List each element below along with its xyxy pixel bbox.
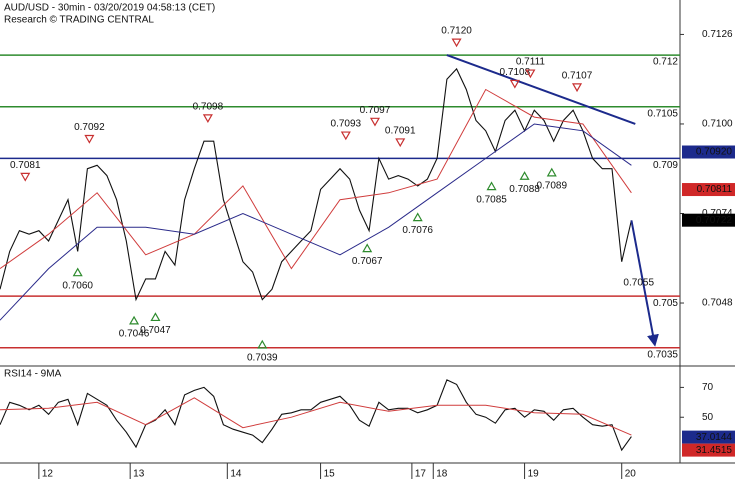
price-box-label: 0.70920 bbox=[696, 147, 733, 158]
high-label: 0.7107 bbox=[562, 70, 593, 81]
x-tick-label: 14 bbox=[230, 469, 242, 480]
resistance-marker bbox=[20, 172, 31, 182]
resistance-marker bbox=[571, 83, 583, 93]
low-label: 0.7067 bbox=[352, 256, 383, 267]
price-box bbox=[682, 443, 735, 457]
low-label: 0.7046 bbox=[119, 329, 150, 340]
low-label: 0.7088 bbox=[509, 184, 540, 195]
resistance-marker bbox=[509, 79, 520, 89]
resistance-marker bbox=[395, 138, 406, 148]
support-marker bbox=[486, 181, 497, 191]
price-box-label: 0.70811 bbox=[697, 184, 733, 195]
x-tick-label: 20 bbox=[625, 469, 637, 480]
high-label: 0.7091 bbox=[385, 126, 416, 137]
high-label: 0.7108 bbox=[500, 67, 531, 78]
series-line bbox=[0, 379, 632, 452]
price-box bbox=[682, 213, 735, 227]
support-marker bbox=[129, 315, 140, 325]
price-box bbox=[682, 430, 735, 444]
y-tick-label: 70 bbox=[702, 382, 714, 393]
x-tick-label: 18 bbox=[436, 469, 448, 480]
price-box-label: 37.0144 bbox=[696, 432, 733, 443]
high-label: 0.7097 bbox=[360, 105, 391, 116]
support-marker bbox=[150, 312, 161, 322]
series-line bbox=[0, 67, 632, 302]
low-label: 0.7089 bbox=[536, 180, 567, 191]
low-label: 0.7076 bbox=[402, 225, 433, 236]
high-label: 0.7120 bbox=[441, 26, 472, 37]
level-label: 0.712 bbox=[653, 57, 678, 68]
support-marker bbox=[362, 243, 373, 253]
y-tick-label: 50 bbox=[702, 412, 714, 423]
high-label: 0.7111 bbox=[516, 57, 546, 68]
y-tick-label: 0.7048 bbox=[702, 298, 733, 309]
note-label: 0.7055 bbox=[623, 278, 654, 289]
low-label: 0.7060 bbox=[62, 280, 93, 291]
resistance-marker bbox=[369, 117, 381, 127]
support-marker bbox=[546, 167, 557, 177]
rsi-title: RSI14 - 9MA bbox=[4, 369, 62, 380]
level-label: 0.7105 bbox=[647, 108, 678, 119]
resistance-marker bbox=[340, 131, 351, 141]
high-label: 0.7093 bbox=[331, 119, 362, 130]
level-label: 0.709 bbox=[653, 160, 678, 171]
chart-subtitle: Research © TRADING CENTRAL bbox=[4, 15, 154, 26]
trend-line bbox=[446, 54, 636, 125]
series-line bbox=[0, 123, 632, 321]
price-box bbox=[682, 183, 735, 197]
high-label: 0.7092 bbox=[74, 122, 105, 133]
level-label: 0.7035 bbox=[647, 349, 678, 360]
price-box-label: 0.70722 bbox=[696, 215, 733, 226]
support-marker bbox=[72, 267, 83, 277]
high-label: 0.7081 bbox=[10, 160, 41, 171]
y-tick-label: 0.7074 bbox=[702, 208, 733, 219]
support-marker bbox=[412, 212, 423, 222]
y-tick-label: 0.7126 bbox=[702, 29, 733, 40]
resistance-marker bbox=[84, 134, 95, 144]
low-label: 0.7047 bbox=[140, 325, 171, 336]
low-label: 0.7039 bbox=[247, 353, 278, 364]
x-tick-label: 19 bbox=[528, 469, 540, 480]
support-marker bbox=[519, 171, 530, 180]
support-marker bbox=[257, 339, 268, 349]
series-line bbox=[0, 88, 632, 270]
x-tick-label: 12 bbox=[42, 469, 54, 480]
price-box bbox=[682, 145, 735, 159]
resistance-marker bbox=[525, 69, 536, 79]
x-tick-label: 13 bbox=[133, 469, 145, 480]
chart-title: AUD/USD - 30min - 03/20/2019 04:58:13 (C… bbox=[4, 3, 215, 14]
resistance-marker bbox=[202, 114, 213, 124]
forecast-arrow bbox=[630, 220, 659, 347]
x-tick-label: 17 bbox=[415, 469, 427, 480]
level-label: 0.705 bbox=[653, 298, 678, 309]
series-line bbox=[0, 397, 632, 436]
resistance-marker bbox=[451, 38, 462, 48]
price-box-label: 31.4515 bbox=[696, 445, 733, 456]
high-label: 0.7098 bbox=[193, 101, 224, 112]
x-tick-label: 15 bbox=[324, 469, 336, 480]
low-label: 0.7085 bbox=[476, 194, 507, 205]
y-tick-label: 0.7100 bbox=[702, 119, 733, 130]
